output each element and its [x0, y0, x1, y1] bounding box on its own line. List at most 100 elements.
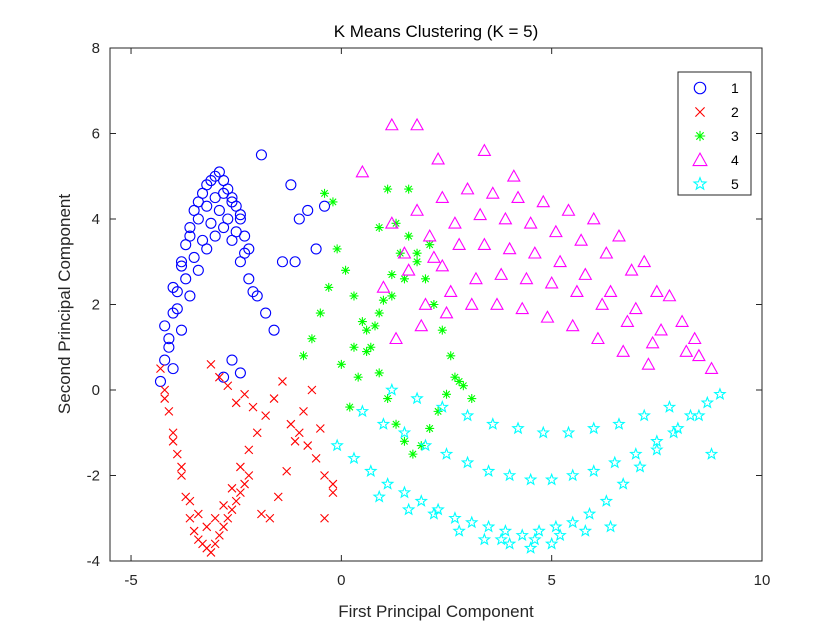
data-point	[289, 256, 301, 268]
data-point	[347, 451, 361, 465]
data-point	[185, 496, 195, 506]
data-point	[692, 408, 706, 422]
data-point	[612, 228, 626, 242]
y-axis-title: Second Principal Component	[55, 194, 74, 414]
data-point	[336, 359, 346, 369]
y-tick-label: 2	[92, 297, 100, 314]
data-point	[464, 297, 479, 310]
data-point	[357, 317, 367, 327]
data-point	[172, 449, 182, 459]
data-point	[442, 389, 452, 399]
data-point	[425, 240, 435, 250]
data-point	[214, 372, 224, 382]
data-point	[231, 496, 241, 506]
data-point	[307, 385, 317, 395]
data-point	[490, 297, 504, 310]
data-point	[240, 389, 249, 399]
data-point	[414, 494, 429, 507]
legend-marker	[695, 107, 705, 117]
data-point	[218, 187, 230, 199]
data-point	[650, 434, 664, 448]
data-point	[399, 436, 409, 446]
data-point	[376, 417, 391, 430]
data-point	[160, 385, 170, 395]
data-point	[205, 174, 217, 187]
x-tick-label: 0	[337, 572, 345, 589]
data-point	[477, 143, 492, 156]
data-point	[244, 471, 254, 480]
data-point	[477, 532, 492, 546]
data-point	[502, 241, 517, 255]
data-point	[218, 222, 230, 234]
data-point	[397, 425, 412, 439]
data-point	[412, 257, 422, 267]
data-point	[574, 233, 589, 246]
data-point	[184, 230, 196, 242]
data-point	[324, 282, 334, 292]
data-point	[494, 532, 508, 546]
data-point	[523, 216, 538, 229]
series-3	[298, 184, 477, 459]
data-point	[307, 334, 317, 344]
data-point	[443, 284, 458, 298]
data-point	[171, 303, 183, 315]
data-point	[210, 513, 220, 523]
data-point	[206, 548, 216, 557]
data-point	[412, 248, 422, 258]
data-point	[486, 417, 500, 430]
data-point	[184, 222, 196, 234]
data-point	[223, 513, 233, 523]
data-point	[391, 218, 401, 228]
data-point	[210, 539, 220, 549]
data-point	[544, 275, 559, 289]
data-point	[399, 274, 409, 284]
data-point	[511, 190, 525, 203]
data-point	[452, 237, 467, 250]
data-point	[620, 314, 635, 327]
data-point	[506, 169, 521, 182]
data-point	[385, 382, 399, 396]
data-point	[268, 324, 280, 336]
data-point	[261, 411, 271, 421]
data-point	[599, 246, 614, 259]
data-point	[540, 310, 555, 323]
data-point	[616, 344, 631, 357]
data-point	[544, 536, 559, 550]
data-point	[273, 492, 283, 502]
data-point	[231, 398, 241, 408]
data-point	[515, 528, 529, 542]
data-point	[603, 519, 618, 533]
data-point	[662, 400, 677, 413]
data-point	[395, 248, 405, 258]
legend-item-3: 3	[694, 128, 739, 144]
data-point	[454, 376, 464, 386]
data-point	[366, 342, 376, 352]
data-point	[341, 265, 351, 275]
chart-title: K Means Clustering (K = 5)	[334, 22, 539, 41]
data-point	[404, 184, 414, 194]
data-point	[370, 321, 380, 331]
data-point	[637, 408, 651, 422]
data-point	[310, 243, 322, 255]
data-point	[401, 263, 416, 276]
data-point	[578, 267, 593, 280]
data-point	[536, 194, 551, 208]
data-point	[410, 203, 425, 216]
data-point	[175, 324, 188, 336]
data-point	[502, 468, 517, 482]
data-point	[448, 511, 462, 524]
data-point	[247, 286, 259, 298]
data-point	[383, 184, 393, 194]
data-point	[168, 428, 178, 438]
data-point	[192, 213, 204, 225]
data-point	[608, 455, 622, 469]
data-point	[219, 501, 228, 510]
data-point	[376, 280, 391, 293]
legend-item-2: 2	[695, 104, 739, 120]
data-point	[565, 318, 580, 332]
legend-label: 4	[731, 152, 739, 168]
data-point	[435, 190, 450, 203]
data-point	[446, 351, 456, 361]
data-point	[397, 246, 412, 259]
series-1	[154, 149, 331, 388]
